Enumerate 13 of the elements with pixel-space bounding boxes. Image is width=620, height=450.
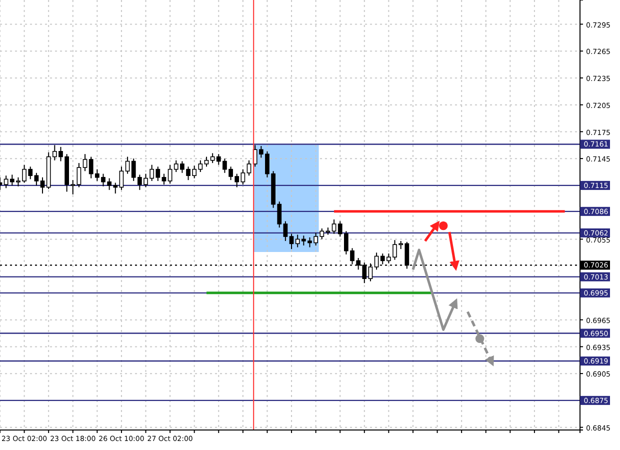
candlestick: [204, 156, 209, 168]
candlestick: [34, 172, 39, 186]
candlestick: [119, 166, 124, 190]
candlestick: [289, 233, 294, 250]
candlestick: [162, 173, 166, 186]
candlestick: [40, 176, 45, 194]
candlestick: [332, 218, 336, 234]
candlestick: [246, 160, 252, 176]
candlestick: [283, 220, 288, 242]
candlestick: [76, 162, 82, 188]
candlestick: [125, 156, 130, 174]
candlestick: [82, 154, 88, 172]
candlestick: [168, 164, 172, 184]
